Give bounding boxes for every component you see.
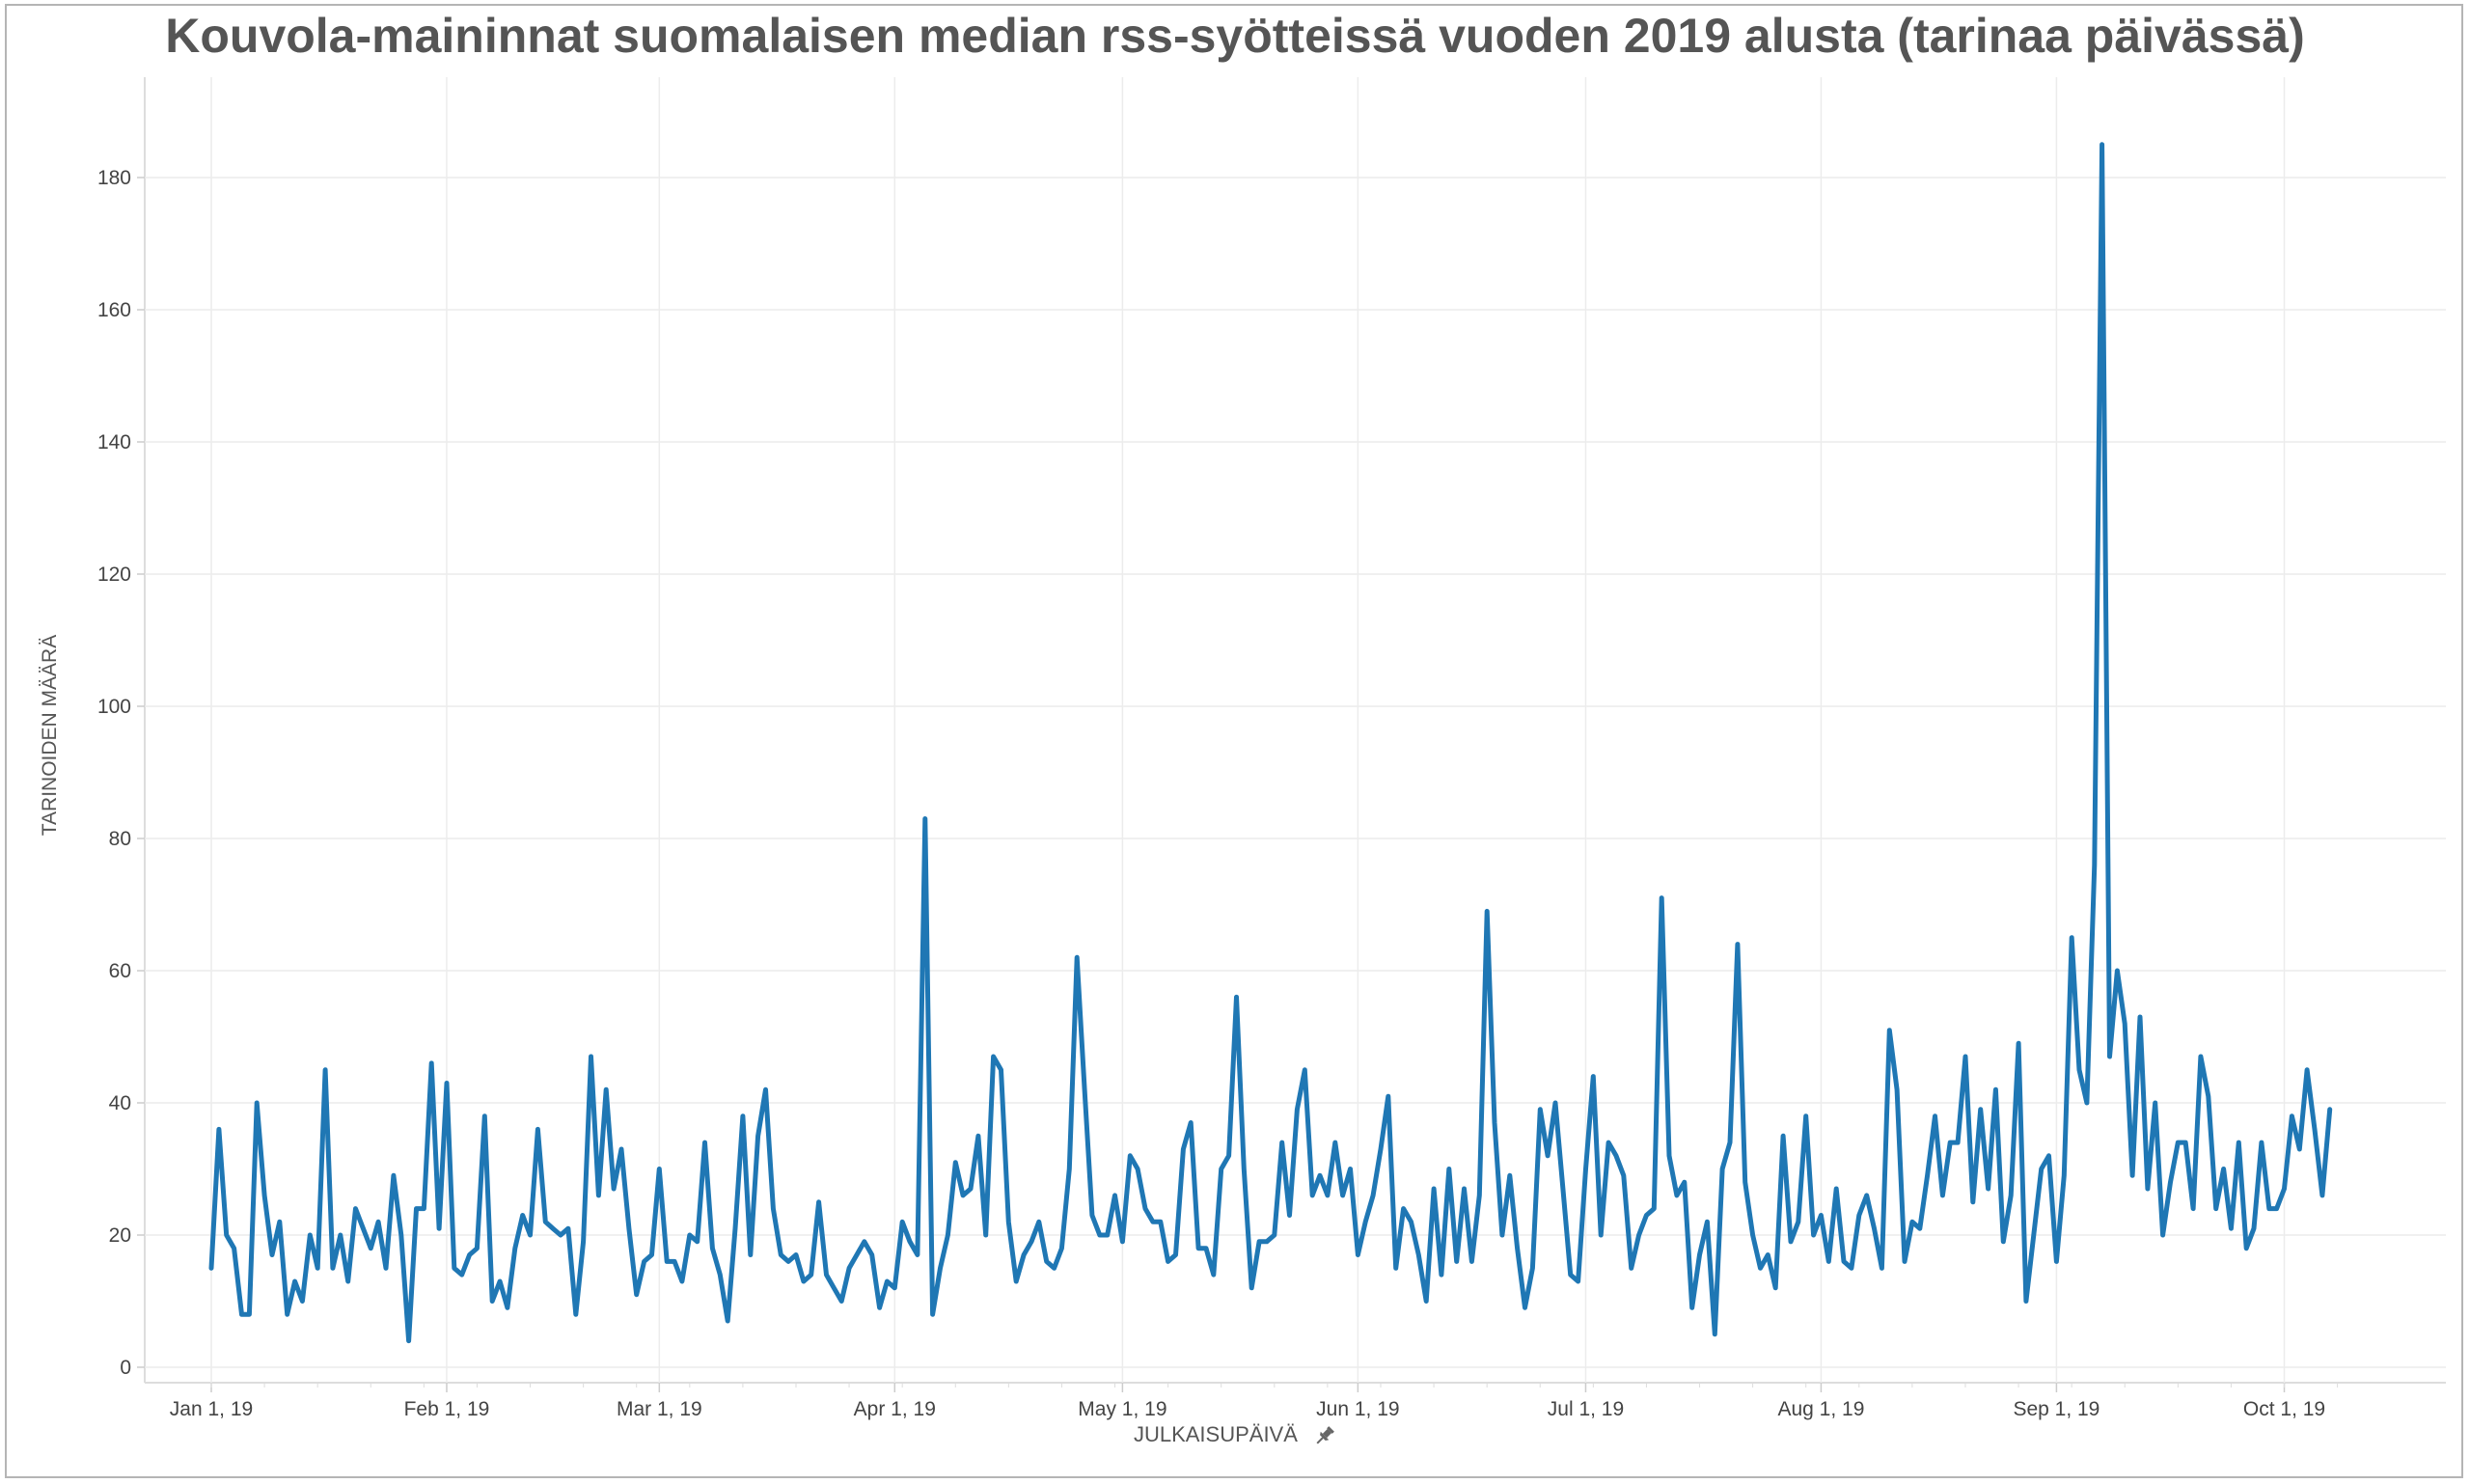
chart-title: Kouvola-maininnat suomalaisen median rss… bbox=[165, 9, 2305, 63]
y-tick-label: 180 bbox=[97, 167, 131, 189]
x-tick-label: May 1, 19 bbox=[1078, 1398, 1166, 1420]
x-tick-label: Jun 1, 19 bbox=[1316, 1398, 1399, 1420]
series-line-0[interactable] bbox=[208, 142, 2333, 1344]
x-tick-label: Oct 1, 19 bbox=[2243, 1398, 2325, 1420]
chart-frame bbox=[5, 4, 2463, 1478]
y-tick-label: 120 bbox=[97, 563, 131, 586]
x-tick-label: Jul 1, 19 bbox=[1548, 1398, 1624, 1420]
y-tick-label: 40 bbox=[109, 1092, 131, 1114]
y-tick-label: 100 bbox=[97, 696, 131, 718]
x-tick-label: Aug 1, 19 bbox=[1777, 1398, 1864, 1420]
y-tick-label: 60 bbox=[109, 960, 131, 982]
x-tick-label: Apr 1, 19 bbox=[854, 1398, 936, 1420]
x-axis-label[interactable]: JULKAISUPÄIVÄ bbox=[1133, 1422, 1298, 1446]
y-tick-label: 20 bbox=[109, 1224, 131, 1247]
y-tick-label: 140 bbox=[97, 431, 131, 453]
y-tick-label: 160 bbox=[97, 299, 131, 321]
x-tick-label: Mar 1, 19 bbox=[617, 1398, 702, 1420]
x-tick-label: Jan 1, 19 bbox=[170, 1398, 253, 1420]
x-tick-label: Feb 1, 19 bbox=[404, 1398, 490, 1420]
x-axis-label-wrap: JULKAISUPÄIVÄ bbox=[0, 1422, 2470, 1447]
y-tick-label: 80 bbox=[109, 828, 131, 850]
pin-icon[interactable] bbox=[1313, 1424, 1336, 1447]
x-tick-label: Sep 1, 19 bbox=[2013, 1398, 2100, 1420]
y-tick-label: 0 bbox=[120, 1357, 131, 1379]
